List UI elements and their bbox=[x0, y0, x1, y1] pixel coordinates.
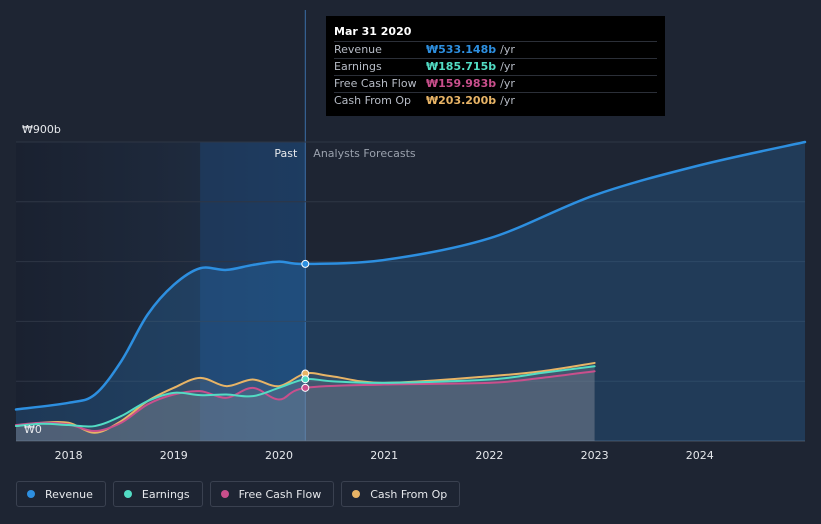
legend-item-earnings[interactable]: Earnings bbox=[112, 481, 203, 507]
tooltip-value: ₩185.715b bbox=[426, 60, 497, 73]
area-revenue bbox=[16, 142, 805, 441]
forecast-label: Analysts Forecasts bbox=[313, 147, 416, 160]
hover-tooltip: Mar 31 2020 Revenue ₩533.148b /yr Earnin… bbox=[326, 16, 665, 116]
legend-label: Free Cash Flow bbox=[238, 487, 322, 501]
area-earnings bbox=[16, 366, 595, 441]
x-tick-label: 2020 bbox=[265, 449, 293, 462]
hover-markers bbox=[301, 259, 310, 392]
legend-dot-icon bbox=[27, 490, 35, 498]
tooltip-row-earnings: Earnings ₩185.715b /yr bbox=[334, 58, 657, 75]
tooltip-value: ₩533.148b bbox=[426, 43, 497, 56]
series-areas bbox=[16, 142, 805, 441]
y-tick-label: ₩900b bbox=[22, 123, 61, 136]
tooltip-unit: /yr bbox=[500, 43, 515, 56]
legend-item-free-cash-flow[interactable]: Free Cash Flow bbox=[209, 481, 335, 507]
marker-free-cash-flow bbox=[301, 383, 310, 392]
series-lines bbox=[14, 140, 807, 434]
tooltip-label: Revenue bbox=[334, 43, 382, 56]
legend-label: Earnings bbox=[141, 487, 190, 501]
x-tick-label: 2024 bbox=[686, 449, 714, 462]
past-label: Past bbox=[274, 147, 298, 160]
marker-earnings bbox=[301, 375, 310, 384]
highlight-region bbox=[200, 142, 306, 441]
line-free-cash-flow bbox=[15, 370, 596, 433]
tooltip-row-cash-from-op: Cash From Op ₩203.200b /yr bbox=[334, 92, 657, 109]
area-cash-from-op bbox=[16, 362, 595, 441]
area-free-cash-flow bbox=[16, 371, 595, 441]
chart-background bbox=[16, 10, 306, 441]
x-tick-label: 2022 bbox=[475, 449, 503, 462]
tooltip-label: Earnings bbox=[334, 60, 382, 73]
line-revenue bbox=[14, 140, 807, 411]
tooltip-value: ₩203.200b bbox=[426, 94, 497, 107]
tooltip-unit: /yr bbox=[500, 77, 515, 90]
x-tick-label: 2019 bbox=[160, 449, 188, 462]
axis-labels: ₩900b ₩0 Past Analysts Forecasts 2018 2019 202… bbox=[22, 123, 714, 462]
x-tick-label: 2018 bbox=[55, 449, 83, 462]
tooltip-unit: /yr bbox=[500, 60, 515, 73]
legend-label: Cash From Op bbox=[370, 487, 448, 501]
tooltip-value: ₩159.983b bbox=[426, 77, 497, 90]
tooltip-unit: /yr bbox=[500, 94, 515, 107]
legend-dot-icon bbox=[123, 490, 132, 498]
legend-item-cash-from-op[interactable]: Cash From Op bbox=[341, 481, 461, 507]
tooltip-date: Mar 31 2020 bbox=[334, 25, 412, 38]
marker-revenue bbox=[301, 259, 310, 268]
legend-label: Revenue bbox=[45, 487, 93, 501]
x-tick-label: 2021 bbox=[370, 449, 398, 462]
tooltip-label: Free Cash Flow bbox=[334, 77, 417, 90]
line-earnings bbox=[15, 365, 596, 428]
legend-item-revenue[interactable]: Revenue bbox=[16, 481, 106, 507]
legend-dot-icon bbox=[352, 490, 361, 498]
line-cash-from-op bbox=[15, 361, 596, 434]
y-tick-label: ₩0 bbox=[24, 423, 42, 436]
legend-dot-icon bbox=[220, 490, 229, 498]
tooltip-row-free-cash-flow: Free Cash Flow ₩159.983b /yr bbox=[334, 75, 657, 92]
tooltip-label: Cash From Op bbox=[334, 94, 412, 107]
chart-legend: Revenue Earnings Free Cash Flow Cash Fro… bbox=[16, 481, 461, 507]
tooltip-row-revenue: Revenue ₩533.148b /yr bbox=[334, 41, 657, 58]
x-tick-label: 2023 bbox=[581, 449, 609, 462]
